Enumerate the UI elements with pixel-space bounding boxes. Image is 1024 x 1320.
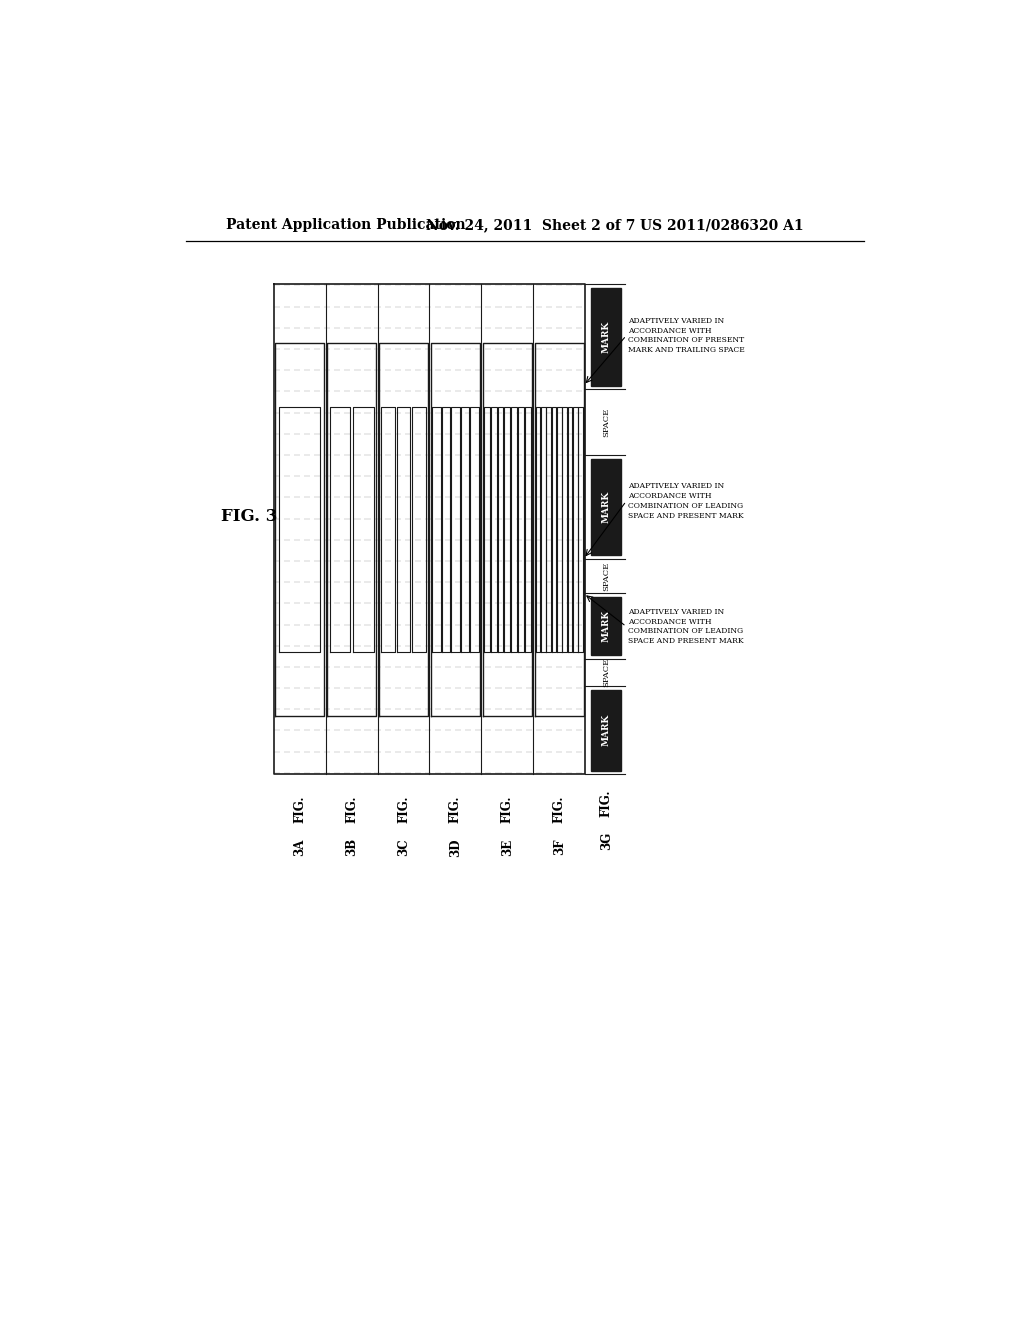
- Text: MARK: MARK: [602, 610, 610, 643]
- Text: FIG.: FIG.: [345, 796, 358, 824]
- Text: FIG.: FIG.: [553, 796, 566, 824]
- Text: Nov. 24, 2011  Sheet 2 of 7: Nov. 24, 2011 Sheet 2 of 7: [426, 218, 636, 232]
- Text: FIG.: FIG.: [600, 789, 612, 817]
- Text: SPACE: SPACE: [602, 657, 610, 686]
- Text: FIG.: FIG.: [449, 796, 462, 824]
- Text: ADAPTIVELY VARIED IN
ACCORDANCE WITH
COMBINATION OF LEADING
SPACE AND PRESENT MA: ADAPTIVELY VARIED IN ACCORDANCE WITH COM…: [628, 482, 743, 520]
- Text: 3D: 3D: [449, 838, 462, 857]
- Text: ADAPTIVELY VARIED IN
ACCORDANCE WITH
COMBINATION OF PRESENT
MARK AND TRAILING SP: ADAPTIVELY VARIED IN ACCORDANCE WITH COM…: [628, 317, 744, 354]
- Text: MARK: MARK: [602, 491, 610, 523]
- Bar: [592, 598, 621, 655]
- Text: 3G: 3G: [600, 832, 612, 850]
- Bar: [592, 459, 621, 554]
- Text: SPACE: SPACE: [602, 561, 610, 591]
- Text: MARK: MARK: [602, 714, 610, 746]
- Text: Patent Application Publication: Patent Application Publication: [226, 218, 466, 232]
- Text: SPACE: SPACE: [602, 408, 610, 437]
- Text: 3E: 3E: [501, 838, 514, 855]
- Text: FIG.: FIG.: [501, 796, 514, 824]
- Text: 3B: 3B: [345, 838, 358, 857]
- Text: FIG. 3: FIG. 3: [221, 508, 278, 525]
- Text: 3A: 3A: [293, 838, 306, 855]
- Text: 3C: 3C: [397, 838, 410, 855]
- Text: FIG.: FIG.: [397, 796, 410, 824]
- Text: MARK: MARK: [602, 321, 610, 352]
- Text: 3F: 3F: [553, 838, 566, 855]
- Text: FIG.: FIG.: [293, 796, 306, 824]
- Text: ADAPTIVELY VARIED IN
ACCORDANCE WITH
COMBINATION OF LEADING
SPACE AND PRESENT MA: ADAPTIVELY VARIED IN ACCORDANCE WITH COM…: [628, 609, 743, 645]
- Bar: [592, 689, 621, 771]
- Bar: [592, 288, 621, 385]
- Text: US 2011/0286320 A1: US 2011/0286320 A1: [640, 218, 803, 232]
